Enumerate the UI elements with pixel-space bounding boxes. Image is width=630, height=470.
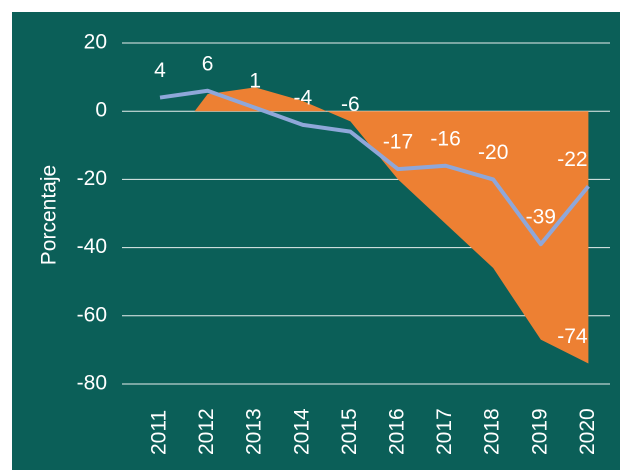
y-tick-label: -80 [77,372,107,395]
x-tick-label: 2019 [528,408,551,455]
data-label: 4 [154,59,166,82]
x-tick-label: 2014 [290,408,313,455]
data-label: -17 [383,131,413,154]
x-tick-label: 2011 [148,410,171,455]
y-axis-label: Porcentaje [38,165,61,265]
x-tick-label: 2012 [195,408,218,455]
y-tick-label: -20 [77,167,107,190]
data-label: -20 [478,141,508,164]
area [194,87,589,364]
y-tick-label: -40 [77,235,107,258]
x-tick-label: 2018 [481,408,504,455]
data-label: -74 [557,325,588,348]
y-tick-label: 0 [95,99,107,122]
line [159,88,590,247]
data-label: 6 [202,52,214,75]
x-tick-label: 2020 [576,408,599,455]
data-label: -6 [341,93,360,116]
x-tick-label: 2017 [433,408,456,455]
data-label: 1 [249,69,261,92]
data-label: -22 [557,148,587,171]
x-tick-label: 2016 [386,408,409,455]
data-label: -4 [293,86,312,109]
data-label: -16 [430,127,460,150]
x-tick-label: 2013 [243,408,266,455]
y-tick-label: 20 [84,31,107,54]
y-tick-label: -60 [77,303,107,326]
data-label: -39 [526,206,556,229]
x-tick-label: 2015 [338,408,361,455]
